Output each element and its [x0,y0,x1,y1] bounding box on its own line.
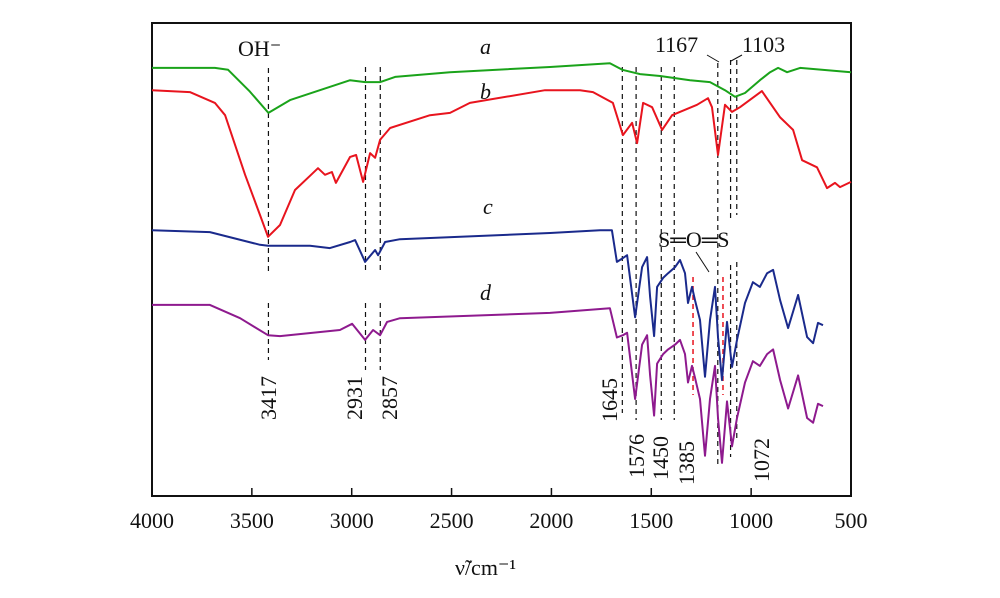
spectrum-curve-c [151,229,824,382]
x-tick-label-500: 500 [835,508,868,533]
peak-label-2857: 2857 [377,376,402,420]
rotated-peak-labels: 3417 2931 2857 1645 1576 1450 1385 1072 [256,376,774,485]
plot-frame [151,22,852,497]
peak-label-1576: 1576 [624,434,649,478]
so-leader-line [695,251,710,273]
spectrum-curve-b [151,89,852,238]
curve-label-a: a [480,34,491,59]
peak-label-2931: 2931 [342,376,367,420]
leader-1167 [706,54,720,63]
leader-1103 [730,54,743,62]
x-tick-label-3500: 3500 [230,508,274,533]
curve-label-d: d [480,280,492,305]
x-axis-label: ν̃/cm⁻¹ [455,555,516,580]
x-tick-label-2000: 2000 [529,508,573,533]
peak-label-3417: 3417 [256,376,281,420]
x-tick-label-1500: 1500 [629,508,673,533]
peak-label-1072: 1072 [749,438,774,482]
peak-label-1645: 1645 [597,378,622,422]
oh-label: OH⁻ [238,36,281,61]
curve-label-b: b [480,79,491,104]
spectrum-curve-a [152,62,852,114]
peak-label-1450: 1450 [648,436,673,480]
peak-label-1167: 1167 [655,32,698,57]
x-tick-label-2500: 2500 [430,508,474,533]
curve-label-c: c [483,194,493,219]
spectrum-curve-d [152,303,824,464]
x-tick-label-1000: 1000 [729,508,773,533]
peak-label-1385: 1385 [674,441,699,485]
x-tick-label-4000: 4000 [130,508,174,533]
peak-label-1103: 1103 [742,32,785,57]
x-tick-label-3000: 3000 [330,508,374,533]
so-label: S═O═S [658,227,730,252]
